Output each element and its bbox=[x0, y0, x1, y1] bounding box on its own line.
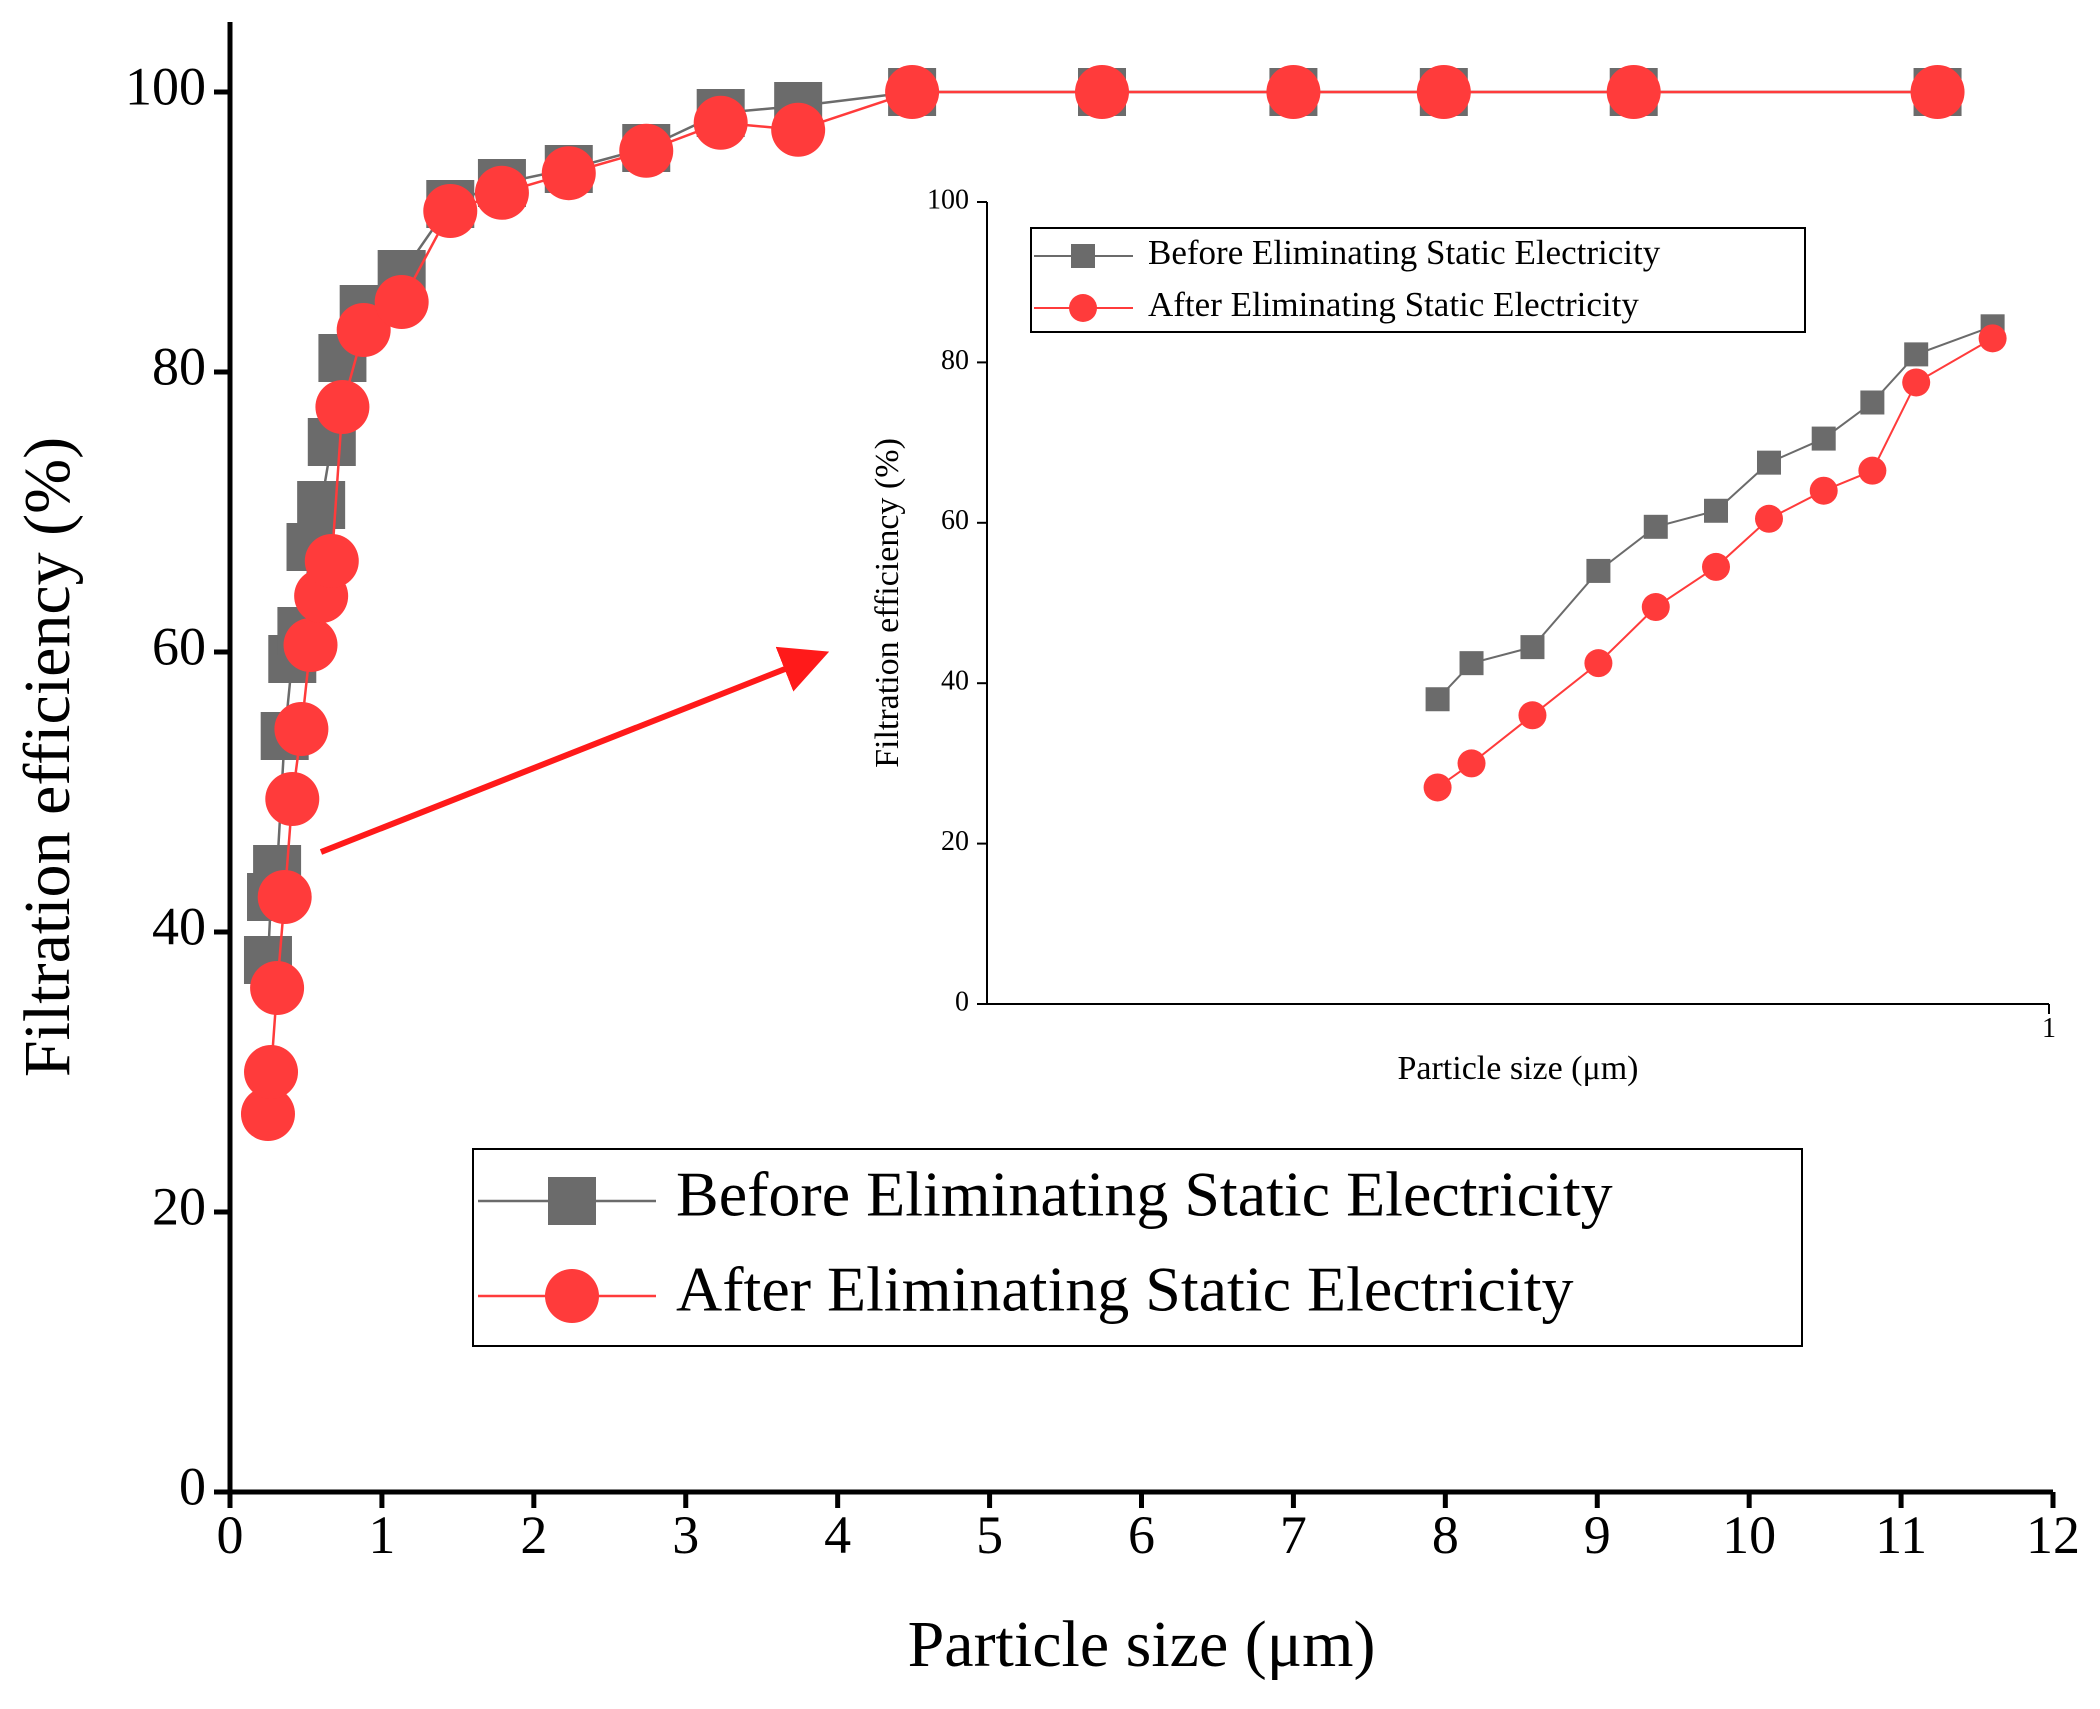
legend-label: Before Eliminating Static Electricity bbox=[676, 1159, 1613, 1230]
x-tick-label: 1 bbox=[368, 1505, 395, 1565]
y-tick-label: 60 bbox=[152, 616, 206, 676]
y-tick-label: 0 bbox=[179, 1456, 206, 1516]
marker-circle bbox=[265, 772, 320, 826]
marker-circle bbox=[257, 870, 312, 924]
marker-square bbox=[1811, 426, 1836, 451]
marker-circle bbox=[1584, 649, 1613, 678]
marker-square bbox=[1704, 498, 1729, 523]
marker-circle bbox=[250, 961, 305, 1015]
marker-circle bbox=[1910, 65, 1965, 119]
marker-circle bbox=[541, 146, 596, 201]
marker-circle bbox=[374, 275, 429, 329]
marker-circle bbox=[474, 165, 529, 220]
y-tick-label: 40 bbox=[941, 666, 969, 697]
x-tick-label: 10 bbox=[1722, 1505, 1776, 1565]
marker-circle bbox=[1606, 65, 1661, 119]
legend-marker bbox=[545, 1269, 599, 1323]
marker-circle bbox=[1423, 773, 1452, 802]
x-tick-label: 7 bbox=[1280, 1505, 1307, 1565]
legend-label: Before Eliminating Static Electricity bbox=[1148, 233, 1661, 272]
y-tick-label: 0 bbox=[955, 986, 969, 1017]
x-tick-label: 2 bbox=[520, 1505, 547, 1565]
y-tick-label: 100 bbox=[927, 184, 969, 215]
marker-square bbox=[1586, 558, 1611, 583]
marker-square bbox=[1643, 514, 1668, 539]
x-tick-label: 6 bbox=[1128, 1505, 1155, 1565]
x-tick-label: 0 bbox=[217, 1505, 244, 1565]
x-tick-label: 8 bbox=[1432, 1505, 1459, 1565]
marker-circle bbox=[1754, 504, 1783, 533]
marker-square bbox=[1425, 687, 1450, 712]
legend-marker bbox=[1071, 244, 1095, 268]
x-tick-label: 1 bbox=[2042, 1013, 2056, 1044]
marker-circle bbox=[274, 702, 329, 756]
y-tick-label: 60 bbox=[941, 505, 969, 536]
y-tick-label: 20 bbox=[152, 1176, 206, 1236]
legend-box bbox=[1030, 227, 1806, 333]
marker-circle bbox=[240, 1087, 295, 1141]
marker-circle bbox=[283, 618, 338, 672]
x-tick-label: 9 bbox=[1584, 1505, 1611, 1565]
marker-circle bbox=[315, 380, 370, 434]
x-axis-title: Particle size (μm) bbox=[1397, 1050, 1638, 1087]
marker-circle bbox=[885, 65, 940, 119]
y-tick-label: 80 bbox=[152, 336, 206, 396]
marker-circle bbox=[304, 534, 359, 588]
marker-circle bbox=[1858, 456, 1887, 485]
legend-box bbox=[472, 1148, 1803, 1347]
x-tick-label: 3 bbox=[672, 1505, 699, 1565]
y-tick-label: 40 bbox=[152, 896, 206, 956]
marker-circle bbox=[693, 95, 748, 150]
y-axis-title: Filtration efficiency (%) bbox=[11, 437, 84, 1077]
marker-circle bbox=[1266, 65, 1321, 119]
marker-circle bbox=[336, 303, 391, 357]
x-tick-label: 4 bbox=[824, 1505, 851, 1565]
x-tick-label: 5 bbox=[976, 1505, 1003, 1565]
marker-circle bbox=[423, 184, 478, 238]
marker-circle bbox=[244, 1045, 299, 1099]
marker-square bbox=[1860, 390, 1885, 415]
y-tick-label: 20 bbox=[941, 826, 969, 857]
marker-square bbox=[1520, 635, 1545, 660]
y-tick-label: 100 bbox=[125, 56, 206, 116]
marker-circle bbox=[619, 123, 674, 178]
y-tick-label: 80 bbox=[941, 345, 969, 376]
marker-square bbox=[1756, 450, 1781, 475]
x-axis-title: Particle size (μm) bbox=[908, 1608, 1376, 1681]
marker-circle bbox=[1075, 65, 1130, 119]
marker-circle bbox=[1978, 324, 2007, 353]
marker-circle bbox=[771, 102, 826, 157]
marker-circle bbox=[1702, 552, 1731, 581]
legend-label: After Eliminating Static Electricity bbox=[1148, 285, 1639, 324]
marker-circle bbox=[1416, 65, 1471, 119]
marker-circle bbox=[1809, 476, 1838, 505]
legend-marker bbox=[1069, 294, 1097, 322]
marker-circle bbox=[1902, 368, 1931, 397]
marker-circle bbox=[1457, 749, 1486, 778]
x-tick-label: 11 bbox=[1875, 1505, 1927, 1565]
marker-circle bbox=[1641, 593, 1670, 622]
x-tick-label: 12 bbox=[2026, 1505, 2080, 1565]
zoom-arrow bbox=[319, 646, 830, 855]
y-axis-title: Filtration efficiency (%) bbox=[869, 438, 906, 768]
marker-circle bbox=[1518, 701, 1547, 730]
marker-square bbox=[1904, 342, 1929, 367]
legend-label: After Eliminating Static Electricity bbox=[676, 1254, 1574, 1325]
legend-marker bbox=[548, 1177, 596, 1225]
marker-square bbox=[1459, 651, 1484, 676]
